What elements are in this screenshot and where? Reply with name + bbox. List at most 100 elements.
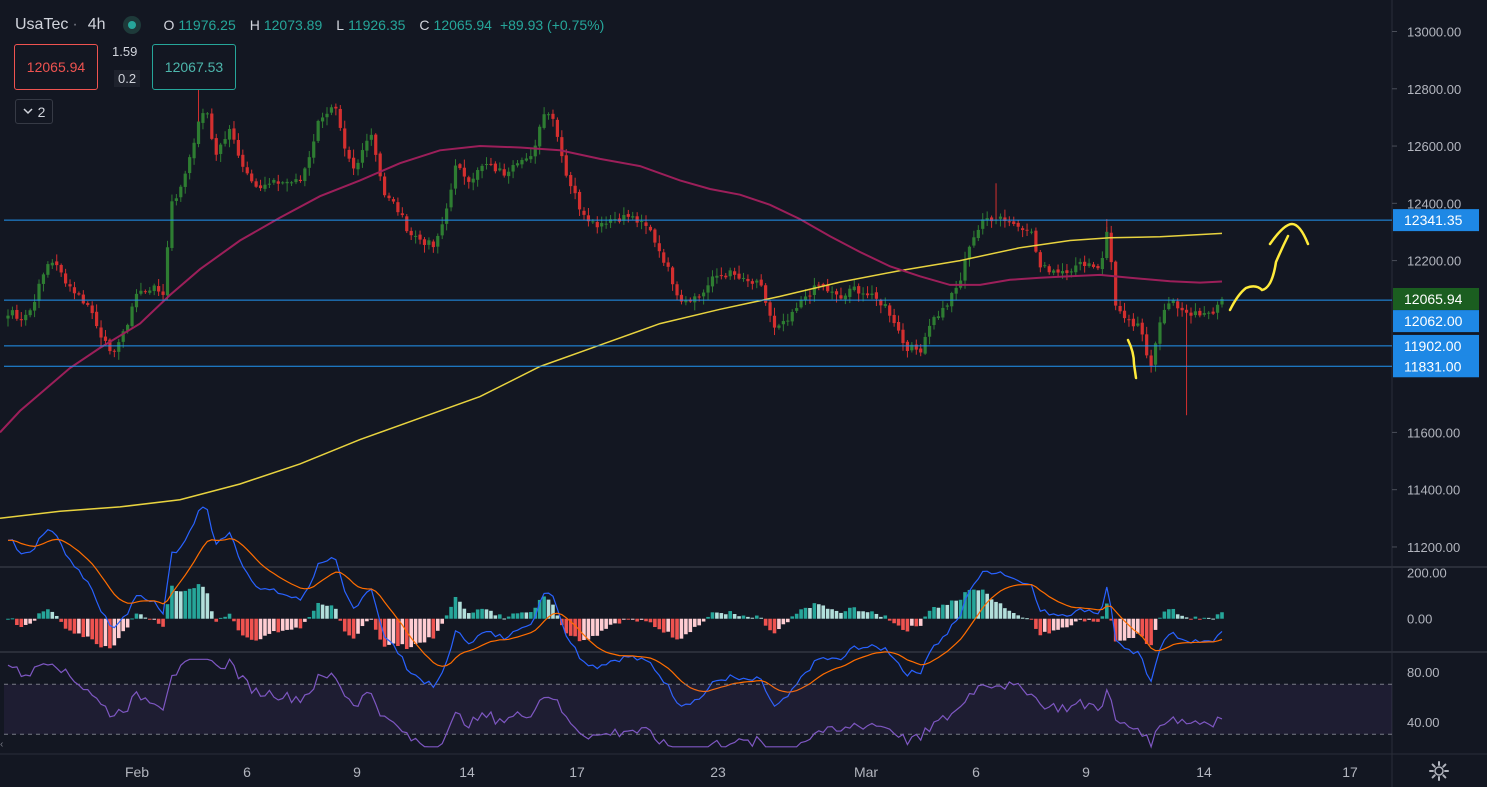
- collapse-left-icon[interactable]: ‹: [0, 739, 4, 750]
- candle-body: [1136, 323, 1140, 326]
- macd-bar: [99, 618, 103, 648]
- candle: [15, 304, 19, 321]
- candle: [981, 213, 985, 235]
- candle: [777, 323, 781, 330]
- candle-body: [210, 113, 214, 139]
- candle: [369, 128, 373, 146]
- timeframe[interactable]: 4h: [87, 16, 106, 33]
- candle: [914, 339, 918, 355]
- macd-bar: [821, 605, 826, 619]
- candle: [139, 282, 143, 296]
- candle-body: [892, 314, 896, 324]
- status-dot: [128, 21, 137, 29]
- macd-bar: [799, 609, 803, 619]
- candle: [830, 286, 834, 300]
- price-label-box: [1393, 310, 1479, 333]
- macd-bar: [1096, 618, 1100, 622]
- candle: [431, 239, 435, 253]
- buy-button[interactable]: 12067.53: [152, 44, 236, 90]
- candle: [990, 215, 994, 228]
- candle: [223, 131, 227, 147]
- candle-body: [520, 159, 524, 165]
- y-tick-label: 11200.00: [1407, 540, 1460, 555]
- candle-body: [1140, 322, 1144, 335]
- candle-body: [507, 171, 511, 177]
- sell-button[interactable]: 12065.94: [14, 44, 98, 90]
- candle-body: [307, 157, 311, 168]
- candle-body: [524, 158, 528, 161]
- quantity-value[interactable]: 0.2: [114, 70, 141, 87]
- candle: [560, 130, 564, 163]
- candle: [892, 308, 896, 327]
- candle: [963, 251, 967, 289]
- macd-bar: [41, 611, 46, 619]
- macd-bar: [763, 618, 768, 626]
- candle: [1074, 257, 1078, 277]
- candle-body: [343, 128, 347, 149]
- candle-body: [901, 329, 905, 344]
- candle-body: [1047, 266, 1051, 273]
- candle: [95, 304, 99, 329]
- symbol-name[interactable]: UsaTec: [15, 16, 69, 33]
- candle: [210, 108, 214, 141]
- macd-bar: [378, 618, 382, 640]
- candle: [41, 272, 46, 292]
- change-value: +89.93 (+0.75%): [499, 17, 605, 33]
- gear-icon[interactable]: [1428, 760, 1450, 782]
- candle: [374, 133, 378, 162]
- macd-bar: [511, 613, 515, 619]
- candle-body: [666, 262, 670, 267]
- candle-body: [1145, 334, 1149, 356]
- candle: [201, 108, 205, 130]
- candle: [976, 225, 980, 242]
- macd-bar: [923, 616, 927, 619]
- macd-bar: [1109, 618, 1114, 621]
- candle: [865, 286, 870, 299]
- candle: [68, 279, 72, 292]
- macd-bar: [205, 593, 210, 619]
- candle: [387, 192, 391, 202]
- macd-bar: [1011, 612, 1016, 619]
- candle-body: [347, 149, 351, 159]
- candle-body: [750, 281, 754, 284]
- candle: [1052, 268, 1056, 276]
- candle: [6, 309, 10, 327]
- macd-bar: [936, 607, 941, 619]
- candle: [1100, 251, 1104, 275]
- candle-body: [471, 178, 475, 183]
- candle-body: [635, 216, 639, 223]
- macd-bar: [170, 585, 174, 619]
- candle-body: [768, 302, 772, 316]
- candle-body: [1122, 310, 1127, 319]
- candle-body: [1043, 265, 1047, 267]
- candle-body: [1034, 230, 1038, 252]
- candle-body: [157, 286, 161, 292]
- macd-tick-label: 0.00: [1407, 612, 1432, 627]
- x-tick-label: 14: [1196, 764, 1212, 780]
- macd-bar: [422, 618, 427, 643]
- candle-body: [595, 221, 599, 228]
- candle-body: [657, 243, 661, 252]
- candle-body: [117, 342, 121, 352]
- macd-bar: [139, 614, 143, 619]
- candle-body: [511, 165, 515, 172]
- candle-body: [724, 275, 728, 278]
- candle: [812, 277, 816, 302]
- macd-bar: [852, 607, 857, 619]
- macd-bar: [1069, 618, 1074, 626]
- macd-bar: [692, 618, 697, 627]
- candle-body: [81, 294, 85, 304]
- candle-body: [68, 284, 72, 287]
- macd-bar: [449, 606, 453, 619]
- candle: [1034, 227, 1038, 253]
- candle: [338, 105, 342, 131]
- candle: [1167, 297, 1171, 311]
- candle-body: [1105, 231, 1109, 259]
- indicators-toggle-button[interactable]: 2: [15, 99, 53, 124]
- y-tick-label: 11400.00: [1407, 483, 1460, 498]
- macd-bar: [400, 618, 405, 645]
- candle: [360, 143, 365, 168]
- candle: [179, 184, 183, 202]
- candle-body: [538, 126, 542, 147]
